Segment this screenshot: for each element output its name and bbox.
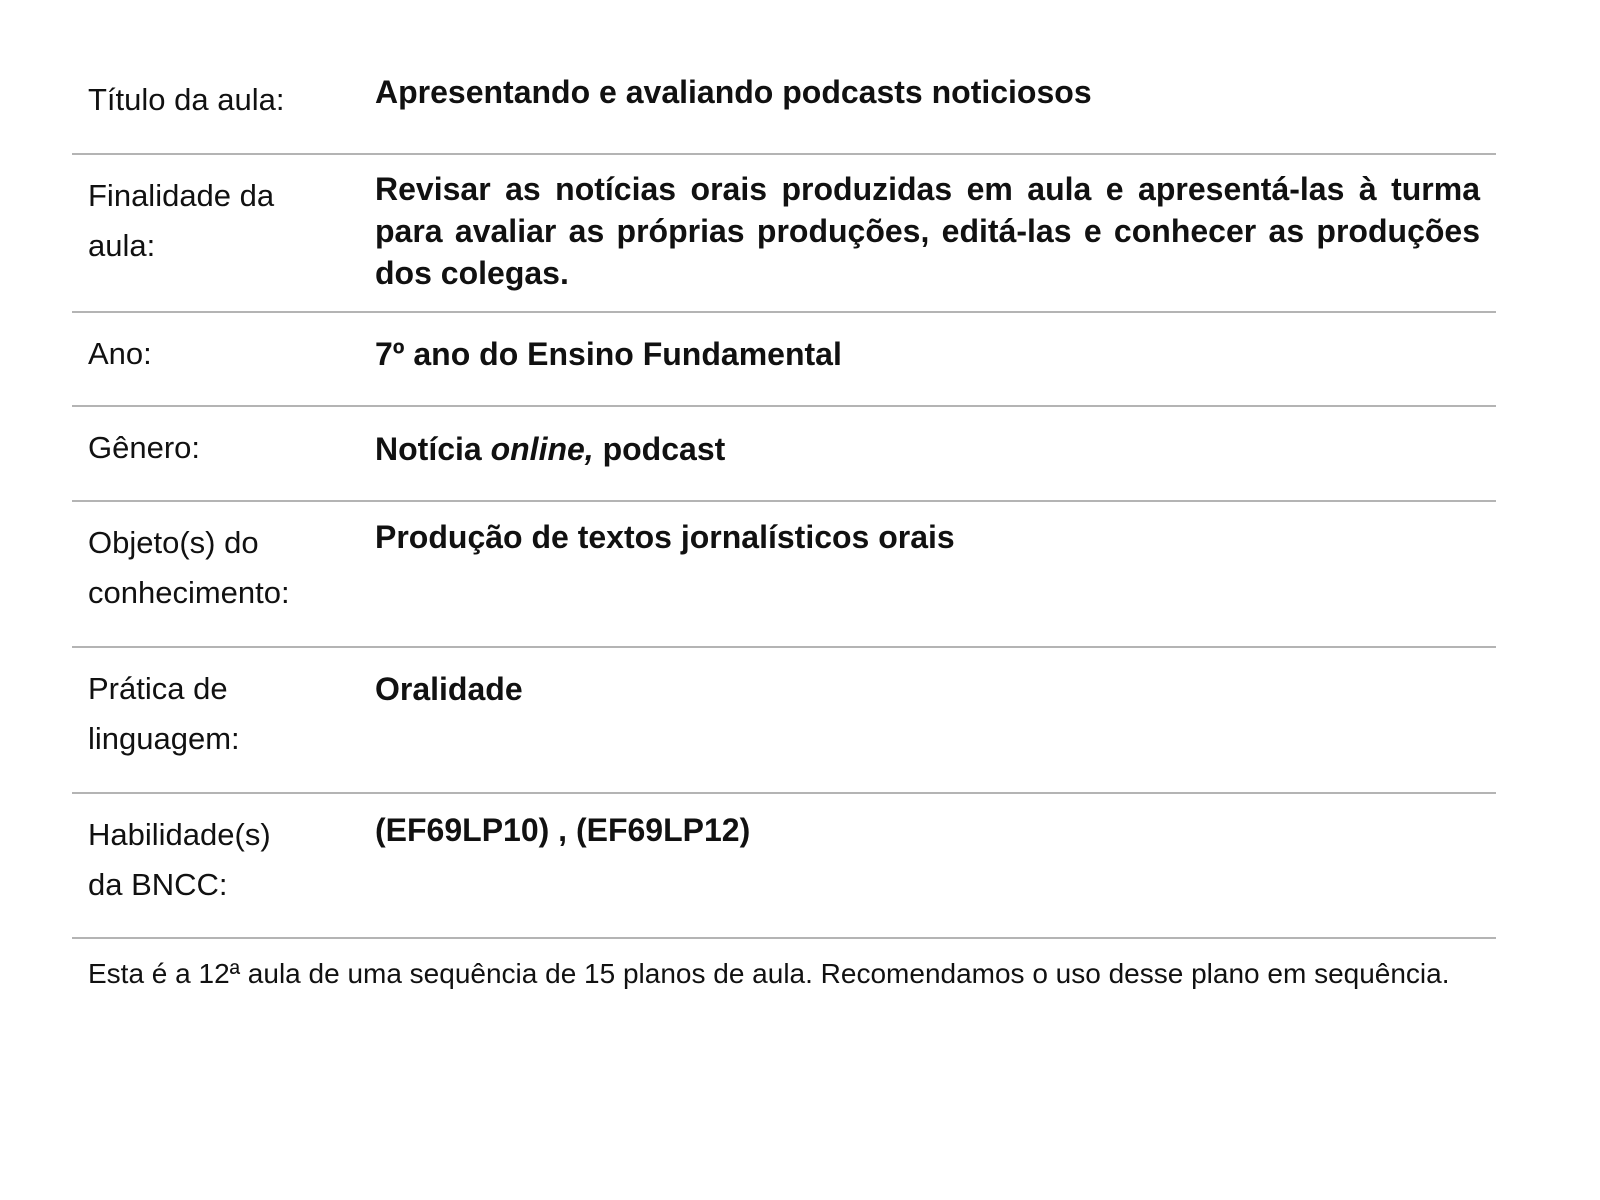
value-italic: online, [490, 431, 594, 467]
label-line: aula: [88, 228, 156, 263]
label-line: da BNCC: [88, 867, 228, 902]
row-label: Habilidade(s) da BNCC: [72, 794, 375, 937]
row-label: Ano: [72, 313, 375, 405]
label-line: Título da aula: [88, 82, 285, 117]
row-label: Gênero: [72, 407, 375, 500]
row-objeto: Objeto(s) do conhecimento: Produção de te… [72, 502, 1496, 648]
row-pratica: Prática de linguagem: Oralidade [72, 648, 1496, 794]
row-value: Apresentando e avaliando podcasts notici… [375, 74, 1092, 110]
row-value: Produção de textos jornalísticos orais [375, 519, 955, 555]
row-titulo: Título da aula: Apresentando e avaliando… [72, 59, 1496, 155]
row-value: 7º ano do Ensino Fundamental [375, 336, 842, 372]
row-finalidade: Finalidade da aula: Revisar as notícias o… [72, 155, 1496, 313]
row-label: Objeto(s) do conhecimento: [72, 502, 375, 646]
sequence-note: Esta é a 12ª aula de uma sequência de 15… [88, 958, 1450, 989]
value-text: Notícia [375, 431, 491, 467]
row-label: Título da aula: [72, 59, 375, 153]
label-line: linguagem: [88, 721, 240, 756]
row-ano: Ano: 7º ano do Ensino Fundamental [72, 313, 1496, 407]
row-value: (EF69LP10) , (EF69LP12) [375, 812, 751, 848]
label-line: Ano: [88, 336, 152, 371]
label-line: Gênero: [88, 430, 201, 465]
label-line: Habilidade(s) [88, 817, 271, 852]
row-label: Prática de linguagem: [72, 648, 375, 792]
row-value: Notícia online, podcast [375, 407, 1496, 500]
label-line: Prática de [88, 671, 228, 706]
lesson-info-table: Título da aula: Apresentando e avaliando… [72, 59, 1496, 939]
row-label: Finalidade da aula: [72, 155, 375, 311]
label-line: conhecimento: [88, 575, 290, 610]
row-value: Oralidade [375, 671, 523, 707]
value-text: podcast [593, 431, 726, 467]
label-line: Finalidade da [88, 178, 275, 213]
row-genero: Gênero: Notícia online, podcast [72, 407, 1496, 502]
row-value: Revisar as notícias orais produzidas em … [375, 171, 1480, 291]
row-habilidades: Habilidade(s) da BNCC: (EF69LP10) , (EF69… [72, 794, 1496, 939]
label-line: Objeto(s) do [88, 525, 259, 560]
